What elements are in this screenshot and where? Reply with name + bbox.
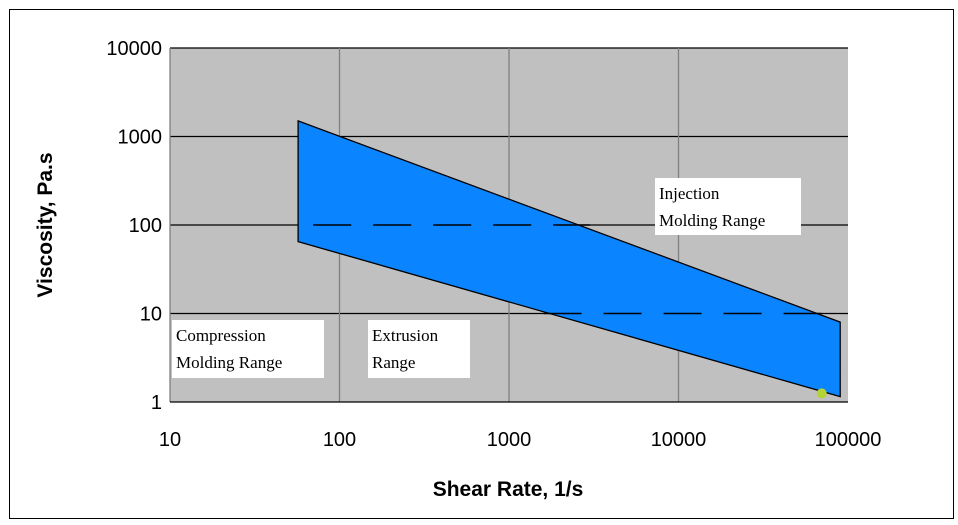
annotation-text: Molding Range bbox=[176, 353, 282, 372]
x-tick-label: 10000 bbox=[651, 429, 707, 451]
annotation-background bbox=[655, 178, 801, 235]
annotation-box: Extrusion Range bbox=[368, 320, 470, 378]
y-tick-label: 100 bbox=[129, 215, 162, 237]
y-tick-label: 10 bbox=[140, 304, 162, 326]
y-tick-label: 10000 bbox=[106, 38, 162, 60]
annotations: Injection Molding Range Extrusion Range Comp… bbox=[172, 178, 801, 378]
annotation-background bbox=[172, 320, 324, 378]
tick-labels: 1 10 100 1000 10000 10 100 1000 10000 100000 bbox=[106, 38, 881, 451]
annotation-box: Injection Molding Range bbox=[655, 178, 801, 235]
annotation-text: Compression bbox=[176, 326, 266, 345]
x-axis-title: Shear Rate, 1/s bbox=[433, 478, 584, 501]
annotation-background bbox=[368, 320, 470, 378]
x-tick-label: 100 bbox=[323, 429, 356, 451]
data-point-marker bbox=[816, 388, 827, 399]
x-tick-label: 1000 bbox=[487, 429, 532, 451]
x-tick-label: 100000 bbox=[815, 429, 882, 451]
y-tick-label: 1 bbox=[151, 392, 162, 414]
x-tick-label: 10 bbox=[159, 429, 181, 451]
y-tick-label: 1000 bbox=[118, 127, 163, 149]
annotation-text: Range bbox=[372, 353, 415, 372]
annotation-text: Molding Range bbox=[659, 211, 765, 230]
viscosity-range-band bbox=[297, 119, 841, 398]
dashed-reference-lines bbox=[313, 224, 832, 315]
annotation-text: Injection bbox=[659, 184, 720, 203]
annotation-text: Extrusion bbox=[372, 326, 439, 345]
y-axis-title: Viscosity, Pa.s bbox=[34, 152, 57, 297]
annotation-box: Compression Molding Range bbox=[172, 320, 324, 378]
